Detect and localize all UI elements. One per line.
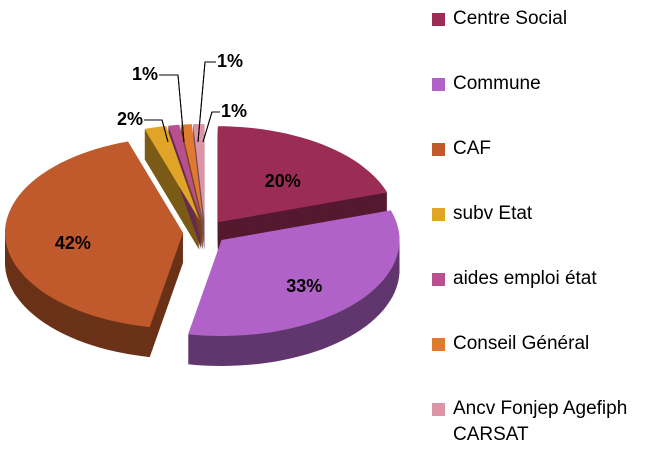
leader-line — [197, 61, 216, 143]
leader-line — [159, 74, 185, 143]
legend-item: Centre Social — [430, 6, 645, 71]
legend-swatch — [432, 208, 445, 221]
slice-side-layer — [180, 127, 203, 223]
legend-item: aides emploi état — [430, 266, 645, 331]
legend-swatch — [432, 403, 445, 416]
slice — [180, 124, 203, 220]
legend-swatch — [432, 143, 445, 156]
data-label: 42% — [55, 233, 91, 253]
slice — [217, 126, 388, 223]
legend-swatch — [432, 78, 445, 91]
legend-label: Centre Social — [453, 8, 568, 29]
legend-item: Ancv Fonjep Agefiph CARSAT — [430, 396, 645, 461]
data-label: 1% — [217, 51, 243, 71]
legend-label: Conseil Général — [453, 333, 590, 354]
legend-swatch — [432, 273, 445, 286]
data-label: 2% — [117, 109, 143, 129]
leader-line — [144, 119, 169, 143]
data-label: 33% — [286, 276, 322, 296]
leader-line — [202, 111, 220, 143]
slice — [168, 124, 202, 221]
legend-item: subv Etat — [430, 201, 645, 266]
slice — [193, 123, 205, 220]
legend-item: Commune — [430, 71, 645, 136]
legend-label: Commune — [453, 73, 541, 94]
slice — [144, 126, 200, 221]
slice-side-layer — [180, 128, 203, 224]
data-label: 1% — [221, 101, 247, 121]
legend-item: CAF — [430, 136, 645, 201]
slice-side-layer — [180, 130, 203, 226]
slice — [188, 210, 400, 336]
legend-item: Conseil Général — [430, 331, 645, 396]
slice — [5, 141, 184, 328]
legend: Centre Social Commune CAF subv Etat aides em… — [430, 6, 645, 461]
legend-swatch — [432, 13, 445, 26]
slice-side-layer — [180, 126, 203, 222]
legend-label: CAF — [453, 138, 491, 159]
legend-label: subv Etat — [453, 203, 533, 224]
legend-label: aides emploi état — [453, 268, 597, 289]
slice-side-layer — [180, 129, 203, 225]
data-label: 1% — [132, 64, 158, 84]
data-label: 20% — [265, 171, 301, 191]
slice-side-layer — [180, 125, 203, 221]
legend-swatch — [432, 338, 445, 351]
legend-label: Ancv Fonjep Agefiph CARSAT — [453, 398, 628, 445]
